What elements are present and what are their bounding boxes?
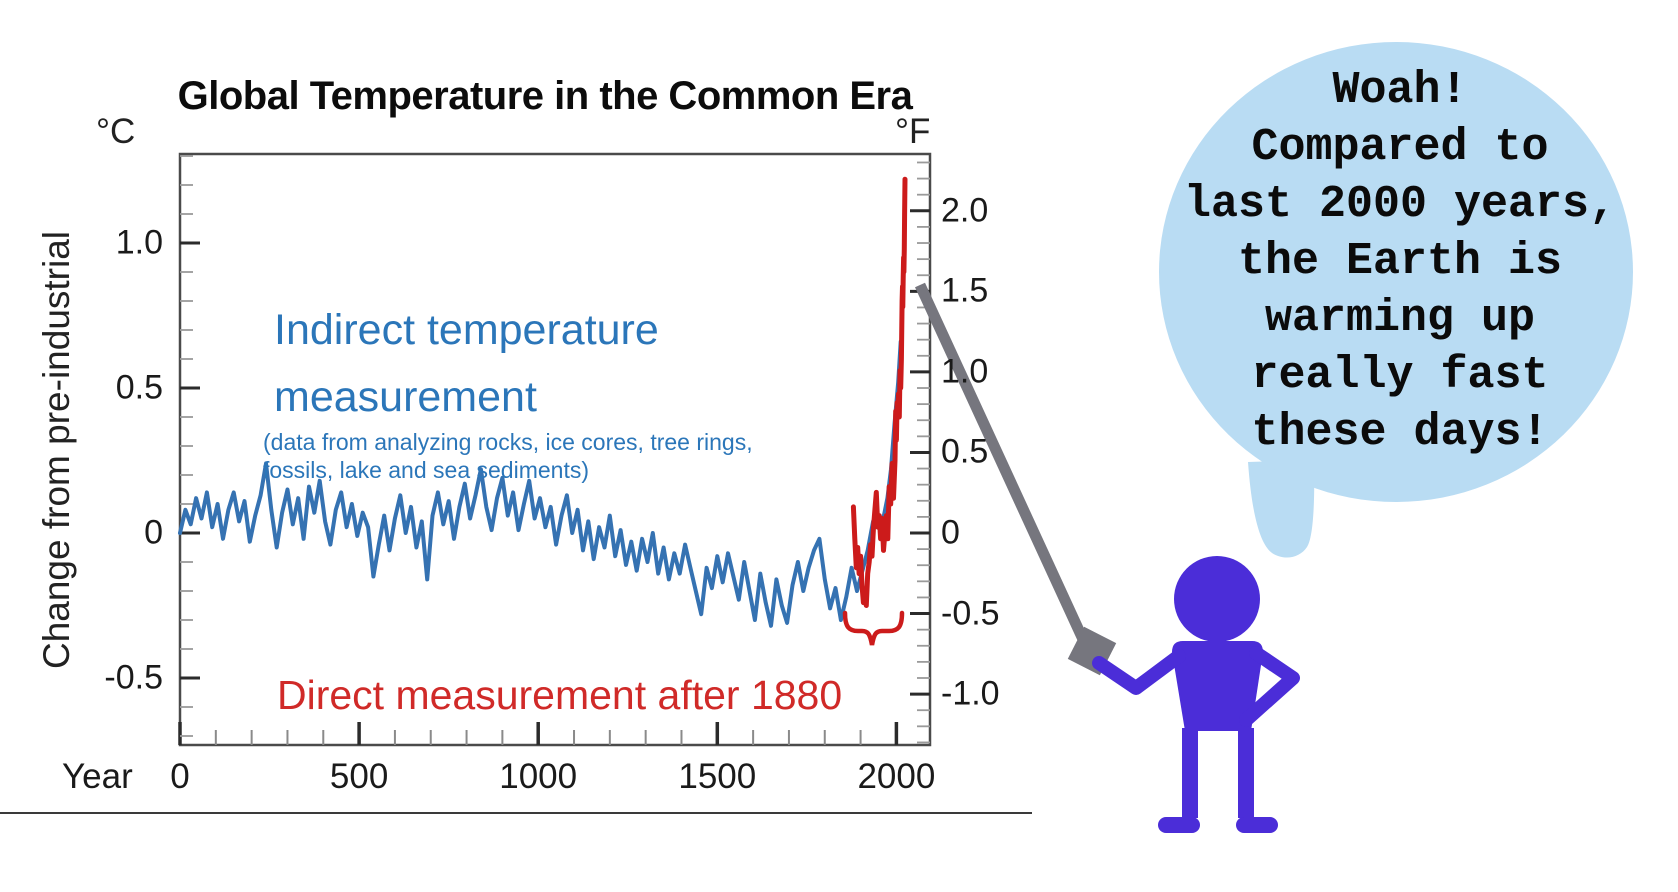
x-tick-label: 2000 (857, 757, 936, 796)
fahrenheit-tick-label: 1.5 (941, 271, 989, 310)
speech-line: the Earth is (1237, 236, 1563, 287)
x-tick-label: 1000 (499, 757, 578, 796)
figure-pointing-arm (1092, 649, 1186, 695)
x-axis-prefix: Year (62, 757, 133, 796)
direct-series-line (850, 176, 908, 608)
speech-bubble-tail (1248, 460, 1315, 558)
x-tick-label: 0 (170, 757, 190, 796)
figure-akimbo-arm (1239, 646, 1300, 727)
y-axis-title: Change from pre-industrial (36, 230, 77, 670)
stick-figure (1092, 556, 1300, 833)
speech-line: warming up (1264, 293, 1536, 344)
fahrenheit-tick-label: 2.0 (941, 191, 989, 230)
fahrenheit-tick-label: 0 (941, 513, 960, 552)
speech-bubble (1159, 42, 1633, 502)
speech-bubble-text: Woah! Compared to last 2000 years, the Eart… (1184, 62, 1616, 461)
indirect-annotation-line2: measurement (274, 373, 537, 421)
x-tick-label: 500 (329, 757, 389, 796)
indirect-annotation-subtext: (data from analyzing rocks, ice cores, t… (263, 428, 753, 484)
speech-line: Compared to (1251, 122, 1549, 173)
bracket-annotation (842, 610, 905, 646)
fahrenheit-tick-label: 0.5 (941, 432, 989, 471)
celsius-tick-label: 0.5 (115, 368, 163, 407)
chart-title: Global Temperature in the Common Era (177, 74, 913, 118)
fahrenheit-tick-label: -1.0 (941, 674, 1000, 713)
speech-line: Woah! (1332, 65, 1468, 116)
axis-ticks (178, 155, 930, 745)
indirect-subtext-line1: (data from analyzing rocks, ice cores, t… (263, 429, 753, 455)
plot-area (178, 152, 932, 747)
speech-line: these days! (1251, 407, 1549, 458)
indirect-subtext-line2: fossils, lake and sea sediments) (263, 457, 589, 483)
celsius-tick-label: 0 (144, 513, 163, 552)
fahrenheit-unit-label: °F (895, 112, 931, 151)
plot-border (178, 152, 932, 747)
fahrenheit-tick-label: -0.5 (941, 594, 1000, 633)
fahrenheit-tick-label: 1.0 (941, 352, 989, 391)
x-tick-label: 1500 (678, 757, 757, 796)
indirect-series-line (178, 339, 903, 628)
figure-head (1174, 556, 1260, 642)
celsius-tick-label: -0.5 (104, 658, 163, 697)
direct-annotation: Direct measurement after 1880 (277, 672, 843, 718)
celsius-unit-label: °C (96, 112, 136, 151)
speech-line: last 2000 years, (1183, 179, 1617, 230)
speech-line: really fast (1251, 350, 1549, 401)
figure-body (1172, 641, 1263, 731)
indirect-annotation-line1: Indirect temperature (274, 306, 659, 354)
celsius-tick-label: 1.0 (115, 223, 163, 262)
